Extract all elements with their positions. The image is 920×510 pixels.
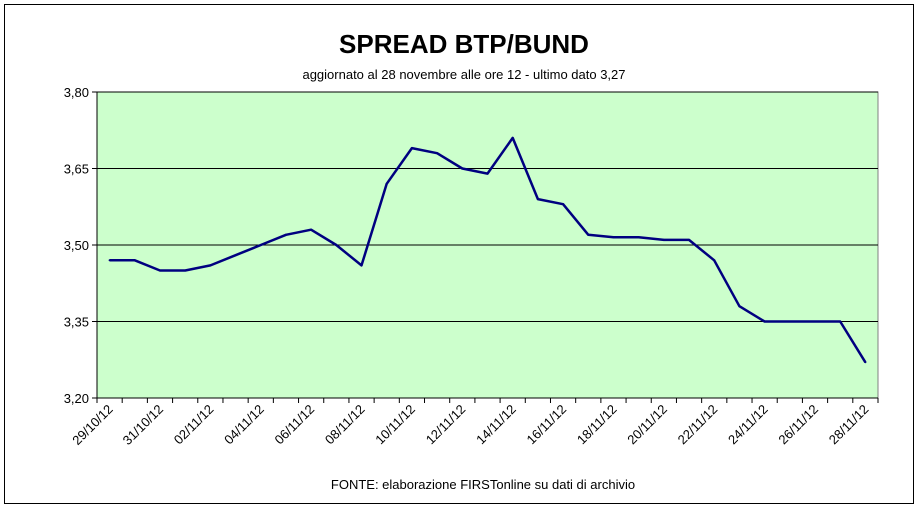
y-tick-label: 3,50: [64, 238, 89, 253]
data-point: [562, 203, 565, 206]
y-tick-label: 3,65: [64, 162, 89, 177]
data-point: [461, 167, 464, 170]
data-point: [612, 236, 615, 239]
data-point: [234, 254, 237, 257]
data-point: [536, 198, 539, 201]
data-point: [688, 238, 691, 241]
chart-subtitle: aggiornato al 28 novembre alle ore 12 - …: [302, 67, 625, 82]
data-point: [209, 264, 212, 267]
x-tick-label: 02/11/12: [171, 402, 217, 448]
data-point: [310, 228, 313, 231]
x-tick-label: 22/11/12: [675, 402, 721, 448]
y-tick-label: 3,80: [64, 85, 89, 100]
x-tick-label: 24/11/12: [725, 402, 771, 448]
data-point: [839, 320, 842, 323]
data-point: [864, 361, 867, 364]
x-tick-label: 12/11/12: [423, 402, 469, 448]
x-tick-label: 28/11/12: [826, 402, 872, 448]
x-tick-label: 16/11/12: [523, 402, 569, 448]
data-point: [360, 264, 363, 267]
x-tick-label: 31/10/12: [120, 402, 166, 448]
data-point: [788, 320, 791, 323]
x-tick-label: 14/11/12: [473, 402, 519, 448]
chart-frame: SPREAD BTP/BUND aggiornato al 28 novembr…: [4, 4, 914, 504]
x-tick-label: 06/11/12: [272, 402, 318, 448]
x-tick-label: 26/11/12: [775, 402, 821, 448]
data-point: [284, 233, 287, 236]
data-point: [814, 320, 817, 323]
x-tick-label: 04/11/12: [221, 402, 267, 448]
series-group: [108, 136, 867, 364]
data-point: [763, 320, 766, 323]
data-point: [587, 233, 590, 236]
data-point: [486, 172, 489, 175]
data-point: [259, 244, 262, 246]
x-tick-label: 29/10/12: [69, 402, 115, 448]
data-point: [133, 259, 136, 262]
x-tick-label: 18/11/12: [574, 402, 620, 448]
y-tick-label: 3,35: [64, 315, 89, 330]
data-point: [436, 152, 439, 155]
chart: SPREAD BTP/BUND aggiornato al 28 novembr…: [64, 29, 879, 492]
data-point: [511, 136, 514, 139]
data-point: [410, 147, 413, 150]
data-point: [184, 269, 187, 272]
x-tick-label: 20/11/12: [624, 402, 670, 448]
chart-title: SPREAD BTP/BUND: [339, 29, 589, 59]
data-point: [108, 259, 111, 262]
data-point: [738, 305, 741, 308]
data-point: [158, 269, 161, 272]
data-point: [335, 244, 338, 246]
data-point: [662, 238, 665, 241]
y-tick-label: 3,20: [64, 391, 89, 406]
x-axis: 29/10/12 31/10/12 02/11/12 04/11/12 06/11/12…: [69, 398, 879, 448]
source-note: FONTE: elaborazione FIRSTonline su dati …: [331, 477, 635, 492]
y-axis: 3,20 3,35 3,50 3,65 3,80: [64, 85, 878, 406]
data-point: [637, 236, 640, 239]
data-point: [385, 182, 388, 185]
x-tick-label: 10/11/12: [372, 402, 418, 448]
data-point: [713, 259, 716, 262]
x-tick-label: 08/11/12: [322, 402, 368, 448]
